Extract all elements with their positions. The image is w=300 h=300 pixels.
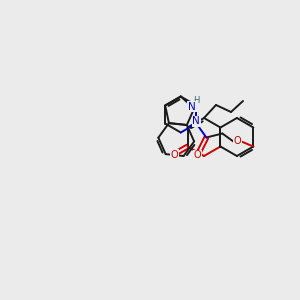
Text: H: H — [193, 96, 199, 105]
Text: N: N — [193, 116, 200, 127]
Text: O: O — [234, 136, 241, 146]
Text: O: O — [171, 149, 178, 160]
Text: O: O — [194, 151, 201, 160]
Text: N: N — [188, 101, 196, 112]
